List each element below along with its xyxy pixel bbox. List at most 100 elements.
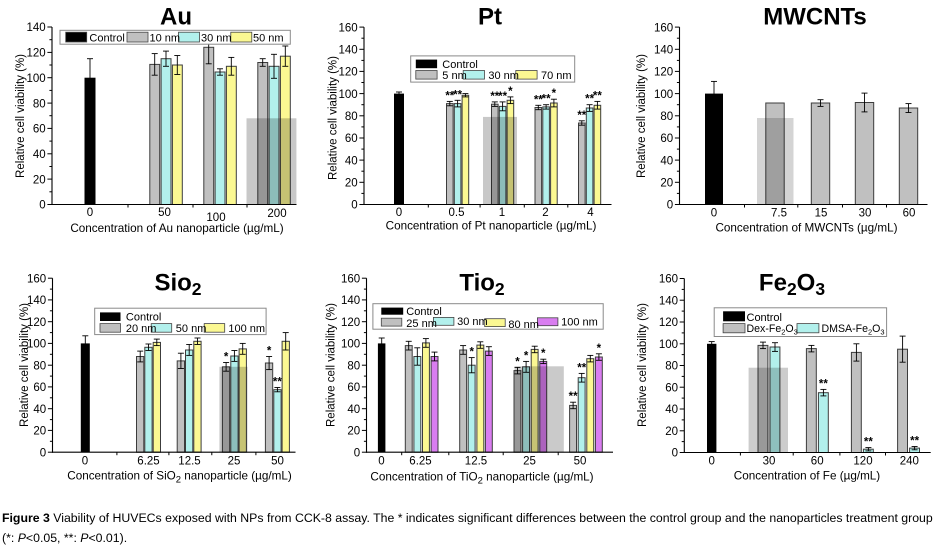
svg-text:Concentration of MWCNTs (µg/mL: Concentration of MWCNTs (µg/mL) [715,222,897,235]
svg-text:Tio2: Tio2 [459,270,505,300]
svg-text:1: 1 [499,207,505,219]
svg-text:60: 60 [33,124,46,136]
svg-text:160: 160 [654,22,673,34]
svg-text:Control: Control [747,312,782,324]
svg-text:140: 140 [341,295,360,307]
svg-text:6.25: 6.25 [137,456,159,468]
svg-text:40: 40 [660,155,673,167]
svg-text:30: 30 [859,208,872,220]
svg-text:50: 50 [158,207,171,219]
svg-text:40: 40 [665,404,678,416]
svg-text:12.5: 12.5 [465,456,487,468]
svg-text:30 nm: 30 nm [201,32,232,44]
svg-text:**: ** [585,94,594,106]
svg-text:120: 120 [853,456,872,468]
svg-text:*: * [524,350,529,362]
svg-text:*: * [552,88,557,100]
svg-text:30 nm: 30 nm [488,70,519,82]
svg-text:40: 40 [345,155,358,167]
svg-text:50: 50 [271,456,284,468]
svg-text:60: 60 [660,133,673,145]
svg-text:**: ** [445,90,454,102]
svg-text:5 nm: 5 nm [442,70,466,82]
svg-text:Relative cell viability (%): Relative cell viability (%) [636,54,648,178]
svg-text:*: * [469,347,474,359]
svg-text:0.5: 0.5 [449,207,465,219]
svg-text:140: 140 [339,45,358,57]
svg-text:Pt: Pt [478,3,502,30]
svg-text:Control: Control [126,312,161,324]
svg-text:**: ** [498,91,507,103]
svg-text:**: ** [273,377,282,389]
svg-text:120: 120 [654,67,673,79]
svg-text:**: ** [577,362,586,374]
svg-text:**: ** [490,91,499,103]
svg-text:120: 120 [341,317,360,329]
svg-text:Concentration of TiO2 nanopart: Concentration of TiO2 nanoparticle (µg/m… [370,471,593,487]
svg-text:7.5: 7.5 [771,208,787,220]
svg-text:160: 160 [341,273,360,285]
svg-text:**: ** [569,391,578,403]
svg-text:0: 0 [351,200,357,212]
svg-text:DMSA-Fe2O3: DMSA-Fe2O3 [822,323,885,337]
svg-text:0: 0 [711,208,717,220]
svg-text:Dex-Fe2O3: Dex-Fe2O3 [747,323,798,337]
svg-text:15: 15 [815,208,828,220]
svg-text:80: 80 [33,360,46,372]
svg-text:0: 0 [87,207,93,219]
svg-text:*: * [224,352,229,364]
svg-text:80: 80 [33,98,46,110]
svg-text:70 nm: 70 nm [541,70,572,82]
svg-text:60: 60 [345,133,358,145]
svg-text:**: ** [593,90,602,102]
svg-text:0: 0 [667,200,673,212]
svg-text:*: * [541,348,546,360]
svg-text:**: ** [910,436,919,448]
svg-text:240: 240 [900,456,919,468]
svg-text:20: 20 [345,178,358,190]
svg-text:100: 100 [339,89,358,101]
svg-text:**: ** [534,94,543,106]
svg-text:**: ** [542,94,551,106]
svg-text:60: 60 [811,456,824,468]
svg-text:**: ** [577,110,586,122]
svg-text:200: 200 [267,208,286,220]
svg-text:*: * [597,343,602,355]
svg-text:25 nm: 25 nm [406,318,437,330]
svg-text:0: 0 [378,456,384,468]
svg-text:0: 0 [672,448,678,460]
svg-text:60: 60 [347,382,360,394]
svg-text:100 nm: 100 nm [228,323,265,335]
svg-text:Concentration of Au nanopartic: Concentration of Au nanoparticle (µg/mL) [70,222,283,235]
svg-text:60: 60 [33,382,46,394]
svg-text:160: 160 [659,274,678,286]
svg-text:60: 60 [903,208,916,220]
svg-text:Control: Control [442,59,477,71]
svg-text:120: 120 [27,317,46,329]
svg-text:80: 80 [665,361,678,373]
svg-text:140: 140 [27,295,46,307]
svg-text:80: 80 [660,111,673,123]
svg-text:120: 120 [339,67,358,79]
svg-text:2: 2 [542,207,548,219]
svg-text:Relative cell viability (%): Relative cell viability (%) [19,303,31,427]
svg-text:100: 100 [27,73,46,85]
svg-text:Fe2O3: Fe2O3 [759,270,825,300]
svg-text:40: 40 [33,149,46,161]
svg-text:4: 4 [587,207,594,219]
svg-text:100: 100 [206,212,225,224]
svg-text:80: 80 [345,111,358,123]
svg-text:40: 40 [33,404,46,416]
svg-text:Sio2: Sio2 [154,270,201,300]
svg-text:Relative cell viability (%): Relative cell viability (%) [15,54,27,178]
svg-text:**: ** [819,378,828,390]
svg-text:60: 60 [665,382,678,394]
svg-text:**: ** [453,89,462,101]
svg-text:0: 0 [40,447,46,459]
svg-text:12.5: 12.5 [178,456,200,468]
svg-text:50 nm: 50 nm [253,32,284,44]
svg-text:0: 0 [354,447,360,459]
svg-text:160: 160 [339,22,358,34]
svg-text:100: 100 [341,339,360,351]
svg-text:Au: Au [160,3,192,30]
